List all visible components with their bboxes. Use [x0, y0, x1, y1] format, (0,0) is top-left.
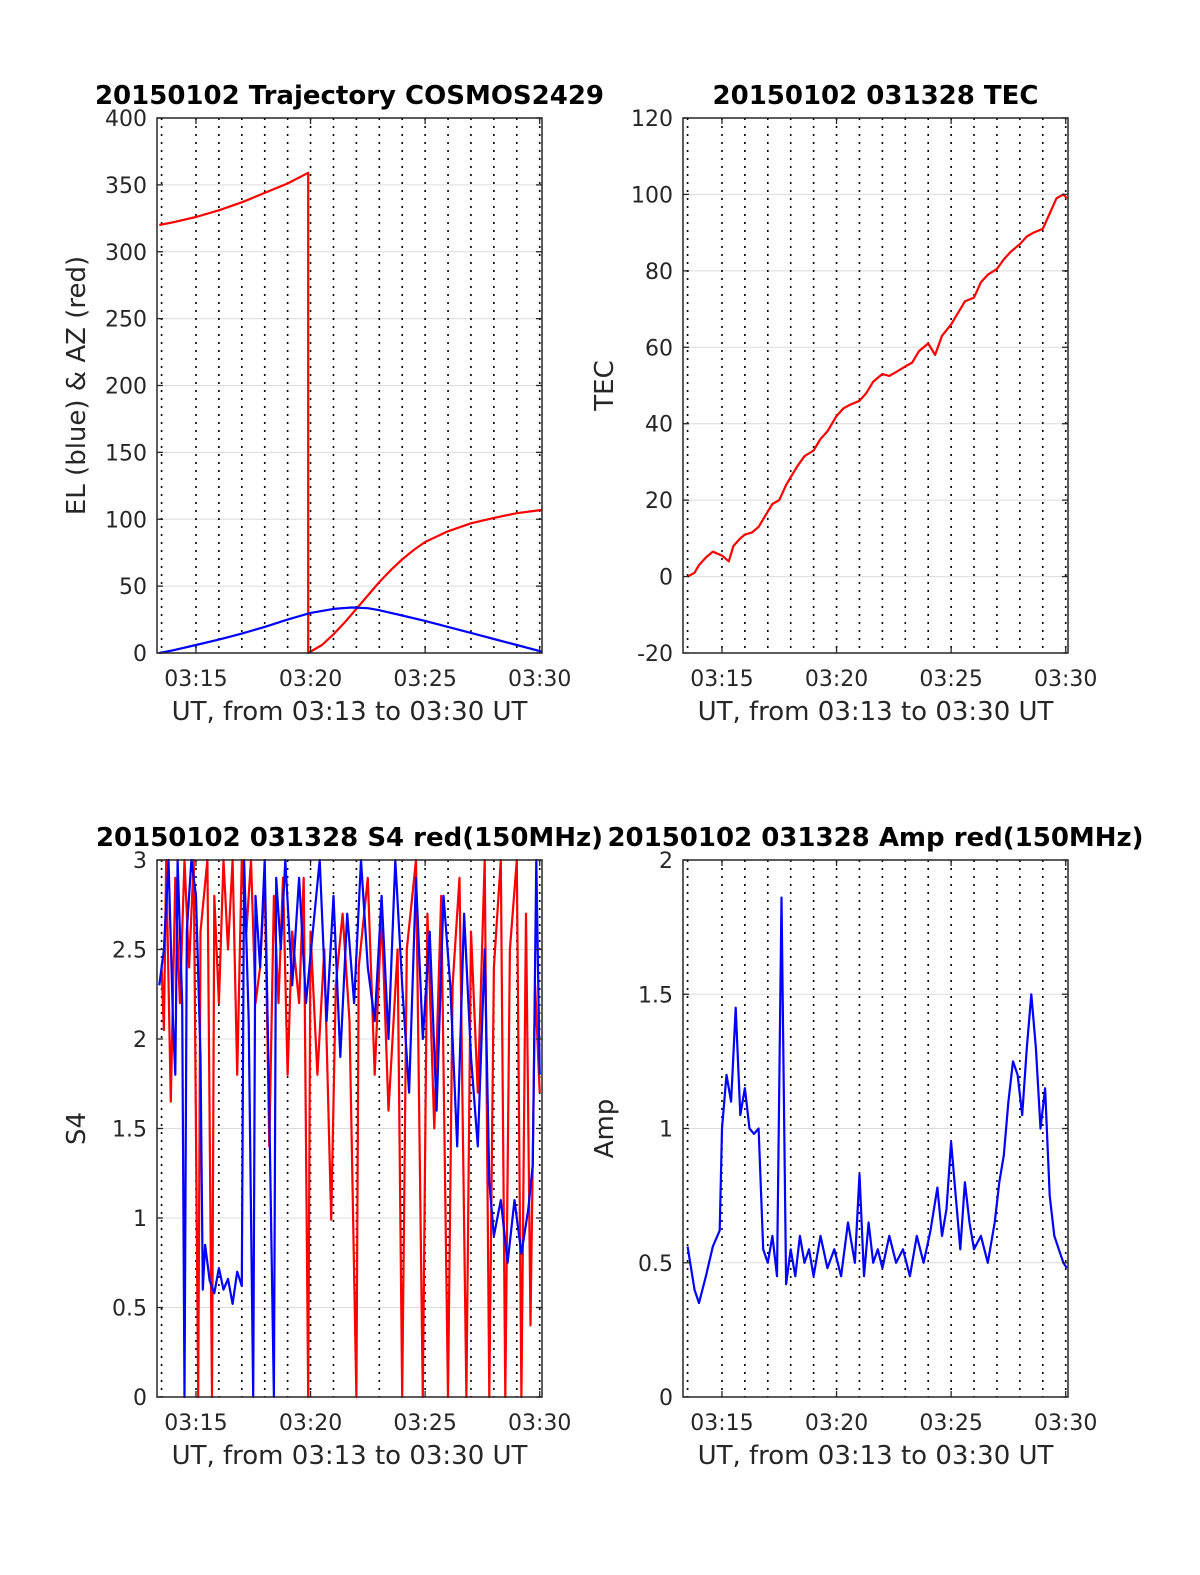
y-tick-label: 0 — [659, 566, 673, 591]
series-line-s4-blue — [158, 858, 541, 1399]
y-tick-label: 1.5 — [112, 1118, 147, 1143]
chart-title: 20150102 031328 S4 red(150MHz) — [96, 823, 603, 853]
chart-title: 20150102 031328 Amp red(150MHz) — [607, 823, 1143, 853]
x-tick-label: 03:20 — [805, 667, 868, 692]
y-axis-label: S4 — [62, 1112, 92, 1145]
y-tick-label: 200 — [105, 375, 147, 400]
x-tick-label: 03:15 — [164, 667, 227, 692]
y-tick-label: 2 — [133, 1028, 147, 1053]
y-tick-label: 0.5 — [638, 1252, 673, 1277]
y-tick-label: 0 — [133, 1386, 147, 1411]
series-line-tec — [687, 193, 1068, 578]
panel-tec: -20 0 20 40 60 80 100 120 03:15 03:20 03:25 03:30 20… — [590, 81, 1097, 727]
y-tick-label: 350 — [105, 174, 147, 199]
y-tick-label: 2 — [659, 849, 673, 874]
x-tick-label: 03:20 — [805, 1411, 868, 1436]
y-tick-label: 60 — [645, 336, 673, 361]
y-tick-label: 150 — [105, 441, 147, 466]
x-tick-label: 03:30 — [1034, 1411, 1097, 1436]
y-axis-label: Amp — [590, 1099, 620, 1159]
x-tick-label: 03:15 — [690, 667, 753, 692]
series-line-el-blue- — [159, 606, 543, 655]
y-tick-label: 100 — [105, 508, 147, 533]
y-axis-label: TEC — [590, 360, 620, 411]
y-tick-label: 120 — [631, 107, 673, 132]
x-axis-label: UT, from 03:13 to 03:30 UT — [698, 697, 1054, 727]
y-tick-label: 400 — [105, 107, 147, 132]
x-tick-label: 03:25 — [393, 1411, 456, 1436]
panel-trajectory: 0 50 100 150 200 250 300 350 400 03:15 03:20 03:25 0… — [62, 81, 604, 727]
y-tick-label: 0 — [659, 1386, 673, 1411]
x-tick-label: 03:30 — [508, 1411, 571, 1436]
y-tick-label: 1 — [133, 1207, 147, 1232]
x-tick-label: 03:30 — [508, 667, 571, 692]
x-axis-label: UT, from 03:13 to 03:30 UT — [172, 697, 528, 727]
y-tick-label: 20 — [645, 489, 673, 514]
y-axis-label: EL (blue) & AZ (red) — [62, 256, 92, 515]
series-line-amp — [686, 896, 1068, 1305]
y-tick-label: 300 — [105, 241, 147, 266]
x-tick-label: 03:25 — [919, 667, 982, 692]
y-tick-label: 100 — [631, 183, 673, 208]
y-tick-label: 3 — [133, 849, 147, 874]
x-tick-label: 03:30 — [1034, 667, 1097, 692]
y-tick-label: 80 — [645, 260, 673, 285]
panel-s4: 0 0.5 1 1.5 2 2.5 3 03:15 03:20 03:25 03:30 2015010… — [62, 823, 603, 1471]
x-tick-label: 03:25 — [919, 1411, 982, 1436]
axes-box — [682, 117, 1069, 654]
y-tick-label: 0 — [133, 642, 147, 667]
x-tick-label: 03:25 — [393, 667, 456, 692]
x-tick-label: 03:20 — [279, 1411, 342, 1436]
y-tick-label: 1 — [659, 1118, 673, 1143]
series-line-az-red- — [159, 171, 543, 655]
x-tick-label: 03:15 — [690, 1411, 753, 1436]
y-tick-label: 0.5 — [112, 1297, 147, 1322]
y-tick-label: -20 — [637, 642, 673, 667]
panel-amp: 0 0.5 1 1.5 2 03:15 03:20 03:25 03:30 20150102 03… — [590, 823, 1144, 1471]
x-axis-label: UT, from 03:13 to 03:30 UT — [172, 1441, 528, 1471]
x-axis-label: UT, from 03:13 to 03:30 UT — [698, 1441, 1054, 1471]
y-tick-label: 40 — [645, 413, 673, 438]
y-tick-label: 2.5 — [112, 939, 147, 964]
y-tick-label: 250 — [105, 308, 147, 333]
x-tick-label: 03:15 — [164, 1411, 227, 1436]
chart-title: 20150102 031328 TEC — [713, 81, 1039, 111]
y-tick-label: 50 — [119, 575, 147, 600]
x-tick-label: 03:20 — [279, 667, 342, 692]
y-tick-label: 1.5 — [638, 983, 673, 1008]
chart-title: 20150102 Trajectory COSMOS2429 — [95, 81, 604, 111]
